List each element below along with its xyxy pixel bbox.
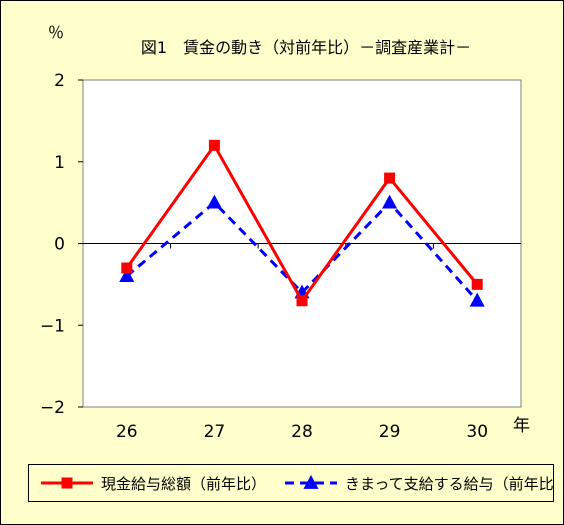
data-point-triangle (119, 268, 135, 283)
data-point-triangle (382, 194, 398, 209)
x-tick-label: 26 (116, 422, 138, 442)
data-point-square (471, 278, 483, 290)
legend: 現金給与総額（前年比） きまって支給する給与（前年比） (28, 464, 564, 502)
x-tick-label: 29 (379, 422, 401, 442)
data-point-square (296, 295, 308, 307)
legend-label: きまって支給する給与（前年比） (345, 475, 553, 493)
legend-label: 現金給与総額（前年比） (101, 475, 266, 493)
y-tick-label: −1 (40, 316, 65, 336)
y-tick-label: −2 (40, 398, 65, 418)
data-point-triangle (206, 194, 222, 209)
chart-title: 図1 賃金の動き（対前年比）－調査産業計－ (141, 38, 471, 57)
data-point-triangle (469, 292, 485, 307)
data-point-square (121, 262, 133, 274)
legend-item-1: 現金給与総額（前年比） (41, 475, 266, 493)
series-1 (121, 139, 483, 307)
y-tick-label: 0 (54, 235, 65, 255)
x-tick-label: 27 (204, 422, 226, 442)
data-point-square (384, 172, 396, 184)
x-tick-label: 30 (466, 422, 488, 442)
data-point-square (208, 139, 220, 151)
y-tick-label: 2 (54, 71, 65, 91)
data-point-square (61, 477, 73, 489)
y-tick-label: 1 (54, 153, 65, 173)
series-line (125, 200, 479, 302)
x-tick-label: 28 (291, 422, 313, 442)
y-axis-unit-label: ％ (48, 23, 64, 42)
legend-item-2: きまって支給する給与（前年比） (285, 474, 564, 493)
x-axis-unit-label: 年 (513, 416, 530, 436)
data-point-triangle (303, 474, 319, 489)
